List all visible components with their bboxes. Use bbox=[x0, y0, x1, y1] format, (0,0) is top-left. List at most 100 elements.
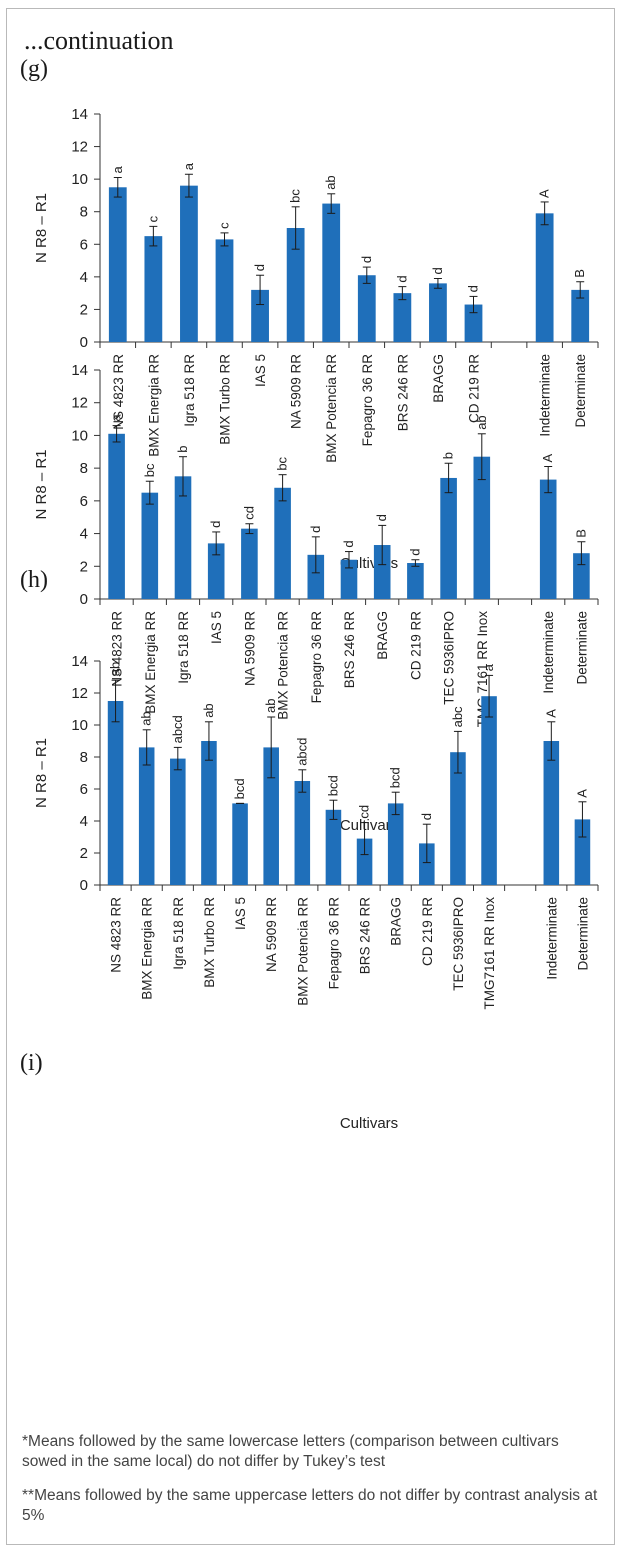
bar bbox=[174, 476, 192, 599]
bar bbox=[232, 803, 248, 885]
footnote-tukey: *Means followed by the same lowercase le… bbox=[22, 1433, 559, 1470]
y-tick-label: 8 bbox=[80, 460, 88, 477]
category-label: CD 219 RR bbox=[420, 897, 435, 966]
y-tick-label: 0 bbox=[80, 591, 88, 608]
y-tick-label: 12 bbox=[71, 685, 88, 702]
category-label: Fepagro 36 RR bbox=[309, 611, 324, 704]
x-axis-label: Cultivars bbox=[340, 1115, 398, 1132]
significance-letter: a bbox=[110, 166, 125, 174]
significance-letter: bc bbox=[288, 189, 303, 203]
x-axis-label: Cultivars bbox=[340, 817, 398, 834]
y-tick-label: 4 bbox=[80, 269, 88, 286]
bar bbox=[325, 809, 342, 885]
bar bbox=[201, 741, 217, 885]
category-label: BRAGG bbox=[389, 897, 404, 946]
panel-label-i: (i) bbox=[20, 1050, 43, 1076]
significance-letter: a bbox=[181, 162, 196, 170]
bar bbox=[419, 843, 435, 885]
significance-letter: ab bbox=[139, 711, 154, 725]
bar bbox=[138, 747, 155, 885]
bar bbox=[473, 456, 491, 599]
bar bbox=[571, 289, 590, 342]
significance-letter: a bbox=[109, 414, 124, 422]
category-label: Igra 518 RR bbox=[171, 897, 186, 970]
category-label: BMX Potencia RR bbox=[295, 897, 310, 1006]
category-label: NS 4823 RR bbox=[109, 897, 124, 973]
bar bbox=[180, 185, 198, 342]
significance-letter: bcd bbox=[388, 767, 403, 788]
bar bbox=[274, 487, 291, 599]
significance-letter: d bbox=[407, 549, 422, 556]
y-tick-label: 6 bbox=[80, 781, 88, 798]
significance-letter: d bbox=[466, 285, 481, 292]
y-tick-label: 10 bbox=[71, 717, 88, 734]
significance-letter: bc bbox=[275, 456, 290, 470]
significance-letter: B bbox=[573, 529, 588, 538]
category-label: TMG7161 RR Inox bbox=[482, 897, 497, 1010]
significance-letter: d bbox=[394, 275, 409, 282]
y-tick-label: 6 bbox=[80, 236, 88, 253]
bar bbox=[340, 559, 358, 599]
y-tick-label: 6 bbox=[80, 493, 88, 510]
bar bbox=[144, 236, 163, 342]
significance-letter: d bbox=[419, 813, 434, 820]
y-tick-label: 10 bbox=[71, 427, 88, 444]
category-label: Determinate bbox=[574, 611, 589, 685]
category-label: NS 4823 RR bbox=[110, 611, 125, 687]
significance-letter: d bbox=[374, 514, 389, 521]
category-label: TEC 5936IPRO bbox=[442, 611, 457, 705]
y-tick-label: 2 bbox=[80, 558, 88, 575]
significance-letter: abcd bbox=[294, 738, 309, 766]
significance-letter: bcd bbox=[232, 778, 247, 799]
y-axis-label: N R8 – R1 bbox=[33, 738, 50, 808]
bar bbox=[573, 553, 590, 599]
bar bbox=[107, 701, 124, 885]
category-label: BRS 246 RR bbox=[358, 897, 373, 975]
continuation-heading: ...continuation bbox=[24, 26, 174, 55]
bar bbox=[207, 543, 225, 599]
bar bbox=[373, 545, 391, 599]
y-tick-label: 14 bbox=[71, 106, 88, 123]
significance-letter: c bbox=[145, 215, 160, 222]
significance-letter: d bbox=[252, 264, 267, 271]
significance-letter: bc bbox=[142, 463, 157, 477]
bar bbox=[429, 283, 447, 342]
significance-letter: d bbox=[308, 526, 323, 533]
bar bbox=[481, 696, 497, 885]
category-label: IAS 5 bbox=[233, 897, 248, 930]
y-tick-label: 4 bbox=[80, 526, 88, 543]
y-tick-label: 0 bbox=[80, 334, 88, 351]
significance-letter: ab bbox=[474, 415, 489, 429]
significance-letter: A bbox=[540, 454, 555, 463]
significance-letter: a bbox=[481, 663, 496, 671]
bar bbox=[539, 479, 557, 599]
significance-letter: b bbox=[175, 445, 190, 452]
category-label: BMX Energia RR bbox=[140, 897, 155, 1000]
category-label: BRS 246 RR bbox=[395, 354, 410, 432]
significance-letter: ab bbox=[108, 662, 123, 676]
y-tick-label: 2 bbox=[80, 845, 88, 862]
bar bbox=[263, 747, 279, 885]
y-axis-label: N R8 – R1 bbox=[33, 193, 50, 263]
bar bbox=[251, 289, 269, 342]
category-label: Determinate bbox=[575, 897, 590, 971]
bar bbox=[307, 554, 325, 599]
y-tick-label: 12 bbox=[71, 139, 88, 156]
significance-letter: abc bbox=[450, 706, 465, 727]
bar bbox=[294, 781, 311, 885]
y-tick-label: 4 bbox=[80, 813, 88, 830]
y-tick-label: 10 bbox=[71, 171, 88, 188]
bar bbox=[535, 213, 554, 342]
significance-letter: ab bbox=[323, 175, 338, 189]
bar bbox=[215, 239, 234, 342]
bar bbox=[286, 228, 305, 342]
significance-letter: d bbox=[341, 540, 356, 547]
category-label: BMX Energia RR bbox=[146, 354, 161, 457]
category-label: Igra 518 RR bbox=[176, 611, 191, 684]
bar bbox=[574, 819, 591, 885]
y-tick-label: 8 bbox=[80, 204, 88, 221]
bar bbox=[440, 477, 457, 599]
figure-frame bbox=[6, 8, 615, 1545]
y-axis-label: N R8 – R1 bbox=[33, 449, 50, 519]
